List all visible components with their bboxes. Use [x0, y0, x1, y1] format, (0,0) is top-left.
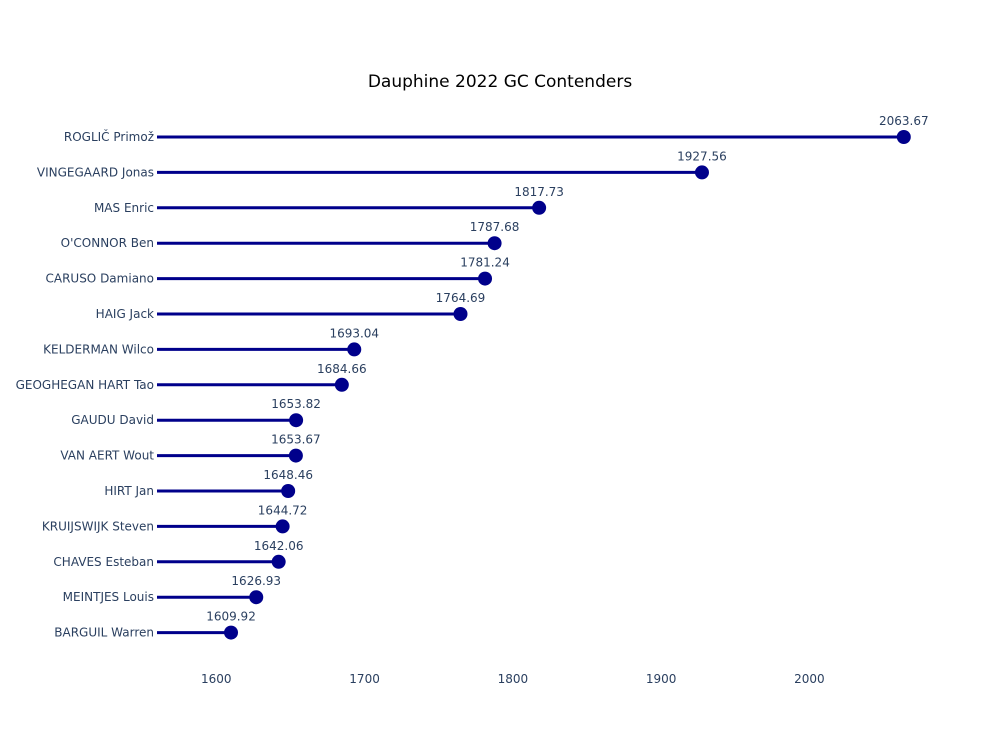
lollipop-dot [487, 236, 502, 251]
lollipop-dot [271, 554, 286, 569]
category-label: KELDERMAN Wilco [43, 342, 154, 356]
lollipop-dot [896, 130, 911, 144]
lollipop-dot [275, 519, 290, 534]
value-label: 1626.93 [231, 574, 281, 588]
lollipop-dot [478, 271, 493, 286]
lollipop-dot [347, 342, 362, 357]
lollipop-dot [453, 307, 468, 321]
value-label: 1781.24 [460, 256, 510, 270]
value-label: 1817.73 [514, 185, 564, 199]
lollipop-dot [334, 377, 349, 392]
value-label: 1653.82 [271, 397, 321, 411]
value-label: 1653.67 [271, 433, 321, 447]
lollipop-dot [224, 625, 239, 640]
category-label: HIRT Jan [104, 484, 154, 498]
category-label: ROGLIČ Primož [64, 129, 154, 144]
category-label: MAS Enric [94, 201, 154, 215]
value-label: 1787.68 [470, 220, 520, 234]
value-label: 1644.72 [258, 503, 308, 517]
value-label: 1609.92 [206, 610, 256, 624]
lollipop-dot [289, 413, 304, 428]
category-label: MEINTJES Louis [63, 590, 154, 604]
x-tick-label: 1900 [646, 672, 677, 686]
category-label: HAIG Jack [96, 307, 154, 321]
lollipop-marks: ROGLIČ Primož 2063.67 VINGEGAARD Jonas 1927… [16, 114, 929, 640]
x-tick-label: 1700 [349, 672, 380, 686]
x-tick-label: 1800 [498, 672, 529, 686]
value-label: 1642.06 [254, 539, 304, 553]
value-label: 1764.69 [436, 291, 486, 305]
value-label: 1693.04 [329, 326, 379, 340]
x-tick-label: 2000 [794, 672, 825, 686]
lollipop-dot [249, 590, 264, 605]
category-label: VAN AERT Wout [60, 449, 154, 463]
category-label: CHAVES Esteban [53, 555, 154, 569]
category-label: CARUSO Damiano [45, 272, 154, 286]
category-label: O'CONNOR Ben [61, 236, 154, 250]
lollipop-dot [532, 200, 547, 215]
x-tick-label: 1600 [201, 672, 232, 686]
value-label: 2063.67 [879, 114, 929, 128]
category-label: GAUDU David [71, 413, 154, 427]
category-label: VINGEGAARD Jonas [37, 165, 154, 179]
category-label: KRUIJSWIJK Steven [42, 519, 154, 533]
value-label: 1648.46 [263, 468, 313, 482]
lollipop-dot [288, 448, 303, 463]
lollipop-dot [694, 165, 709, 180]
value-label: 1684.66 [317, 362, 367, 376]
value-label: 1927.56 [677, 149, 727, 163]
x-axis-ticks: 1600 1700 1800 1900 2000 [201, 672, 825, 686]
chart-title: Dauphine 2022 GC Contenders [368, 72, 633, 92]
category-label: GEOGHEGAN HART Tao [16, 378, 154, 392]
lollipop-dot [281, 484, 296, 498]
category-label: BARGUIL Warren [54, 626, 154, 640]
